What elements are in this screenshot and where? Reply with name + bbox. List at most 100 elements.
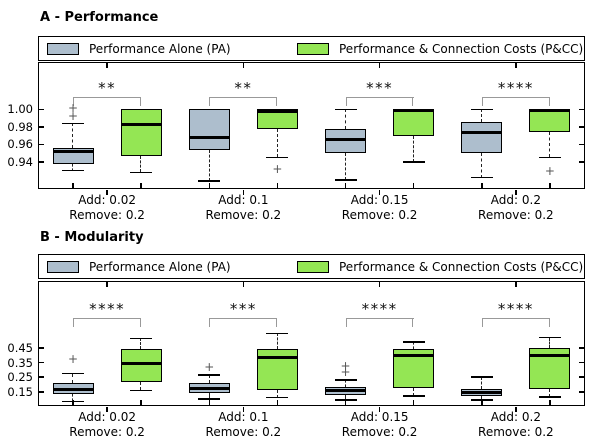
ytick-mark (39, 376, 44, 378)
panel-a-plot-area: 1.00 0.98 0.96 0.94 Add: 0.02 Remove: 0.2 ** +… (7, 62, 585, 222)
lower-whisker-cap (334, 399, 357, 401)
xtick-mark (242, 406, 245, 412)
xtick-label: Add: 0.2 Remove: 0.2 (478, 410, 554, 439)
xtick-mark (515, 406, 517, 412)
upper-whisker-cap (334, 108, 357, 111)
upper-whisker (549, 337, 551, 348)
xtick-mark (106, 406, 108, 412)
xtick-mark (515, 282, 517, 287)
box-pa (461, 121, 503, 154)
lower-whisker-cap (402, 395, 425, 397)
ytick-mark (579, 143, 584, 146)
ytick-mark (579, 361, 584, 364)
significance-bracket-end (345, 318, 347, 327)
xtick-mark (344, 183, 347, 188)
lower-whisker (549, 132, 551, 158)
upper-whisker (344, 380, 346, 388)
significance-bracket (481, 97, 550, 98)
outlier-marker: + (68, 351, 79, 366)
xtick-mark (549, 183, 551, 188)
lower-whisker-cap (402, 161, 425, 163)
ytick-label: 0.45 (7, 340, 33, 355)
xtick-label: Add: 0.15 Remove: 0.2 (341, 410, 418, 439)
significance-bracket-end (209, 97, 211, 106)
box-pcc (256, 348, 298, 390)
upper-whisker-cap (538, 336, 561, 339)
outlier-marker: + (204, 360, 215, 375)
xtick-mark (208, 400, 211, 405)
legend-label-pa: Performance Alone (PA) (89, 259, 231, 274)
ytick-mark (579, 161, 584, 163)
panel-a-title: A - Performance (40, 10, 159, 25)
upper-whisker (72, 123, 74, 148)
lower-whisker-cap (334, 179, 357, 181)
panel-b-plot-area: 0.45 0.35 0.25 0.15 Add: 0.02 Remove: 0.2 ***… (7, 281, 585, 439)
outlier-marker: + (272, 161, 283, 176)
legend-entry-pa: Performance Alone (PA) (47, 37, 231, 60)
significance-bracket (73, 318, 142, 319)
significance-bracket (481, 318, 550, 319)
significance-stars: **** (361, 300, 398, 318)
lower-whisker-cap (130, 389, 153, 392)
xtick-mark (276, 400, 279, 405)
median-line (529, 353, 571, 357)
lower-whisker-cap (266, 156, 289, 159)
median-line (461, 130, 503, 134)
xtick-mark (378, 406, 381, 412)
upper-whisker-cap (130, 337, 153, 340)
xtick-mark (140, 183, 142, 188)
significance-stars: ** (98, 79, 117, 97)
significance-bracket-end (481, 97, 483, 106)
significance-bracket (73, 97, 142, 98)
xtick-mark (106, 189, 108, 195)
upper-whisker-cap (470, 376, 493, 378)
xtick-label: Add: 0.1 Remove: 0.2 (205, 193, 282, 222)
lower-whisker (481, 396, 483, 400)
significance-bracket-end (412, 318, 414, 327)
upper-whisker (140, 338, 142, 350)
significance-bracket-end (548, 97, 550, 106)
lower-whisker-cap (266, 396, 289, 399)
significance-bracket-end (412, 97, 414, 106)
xtick-mark (242, 63, 245, 68)
upper-whisker-cap (266, 332, 289, 334)
xtick-mark (208, 183, 211, 188)
xtick-mark (72, 400, 74, 405)
median-line (256, 355, 298, 359)
upper-whisker-cap (62, 122, 85, 125)
upper-whisker-cap (334, 379, 357, 381)
upper-whisker-cap (198, 374, 221, 376)
lower-whisker (72, 394, 74, 402)
xtick-mark (412, 400, 415, 405)
upper-whisker (481, 109, 483, 122)
median-line (461, 391, 503, 395)
outlier-marker: + (340, 364, 351, 379)
xtick-mark (242, 282, 245, 287)
xtick-mark (515, 189, 517, 195)
lower-whisker (140, 155, 142, 173)
lower-whisker-cap (130, 171, 153, 174)
lower-whisker (344, 153, 346, 181)
xtick-mark (242, 189, 245, 195)
ytick-mark (39, 391, 44, 393)
upper-whisker (344, 109, 346, 129)
ytick-label: 0.94 (7, 154, 33, 169)
xtick-label: Add: 0.2 Remove: 0.2 (478, 193, 554, 222)
xtick-mark (549, 400, 551, 405)
ytick-mark (579, 347, 584, 349)
median-line (393, 353, 435, 357)
pa-swatch-icon (47, 42, 79, 55)
upper-whisker (481, 377, 483, 390)
ytick-mark (39, 361, 44, 364)
upper-whisker-cap (470, 108, 493, 111)
ytick-mark (579, 126, 584, 128)
lower-whisker (276, 129, 278, 158)
median-line (52, 388, 94, 392)
ytick-mark (39, 108, 44, 111)
ytick-mark (39, 161, 44, 163)
ytick-mark (39, 347, 44, 349)
lower-whisker (412, 135, 414, 162)
ytick-mark (579, 376, 584, 378)
significance-stars: ** (234, 79, 253, 97)
